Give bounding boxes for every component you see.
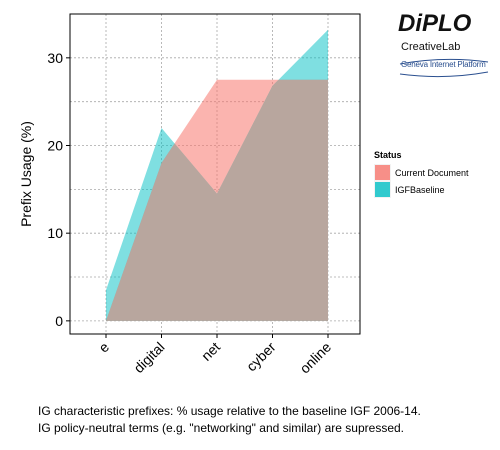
caption-line-2: IG policy-neutral terms (e.g. "networkin…: [38, 421, 404, 435]
y-tick-label: 20: [47, 138, 63, 154]
legend-label: Current Document: [395, 168, 469, 178]
y-tick-label: 10: [47, 225, 63, 241]
y-tick-label: 30: [47, 50, 63, 66]
logo-swoosh-icon: [399, 58, 489, 78]
legend-swatch: [375, 182, 390, 197]
x-tick-label: net: [198, 339, 223, 364]
caption-line-1: IG characteristic prefixes: % usage rela…: [38, 404, 421, 418]
legend-title: Status: [374, 150, 402, 160]
logo-creativelab: CreativeLab: [401, 41, 461, 53]
logo-wordmark: DiPLO: [398, 10, 472, 37]
area-overlap: [106, 79, 328, 321]
diplo-logo: DiPLO CreativeLab Geneva Internet Platfo…: [398, 10, 490, 80]
plot-border: [69, 13, 361, 335]
y-tick-label: 0: [55, 313, 63, 329]
x-tick-label: cyber: [243, 339, 279, 375]
logo-geneva-internet-platform: Geneva Internet Platform: [401, 60, 486, 69]
x-tick-label: online: [296, 339, 334, 377]
x-tick-label: e: [95, 339, 112, 356]
legend-swatch: [375, 165, 390, 180]
legend-label: IGFBaseline: [395, 185, 445, 195]
y-axis-title: Prefix Usage (%): [18, 121, 34, 227]
x-tick-label: digital: [130, 339, 167, 376]
figure-caption: IG characteristic prefixes: % usage rela…: [38, 403, 421, 437]
